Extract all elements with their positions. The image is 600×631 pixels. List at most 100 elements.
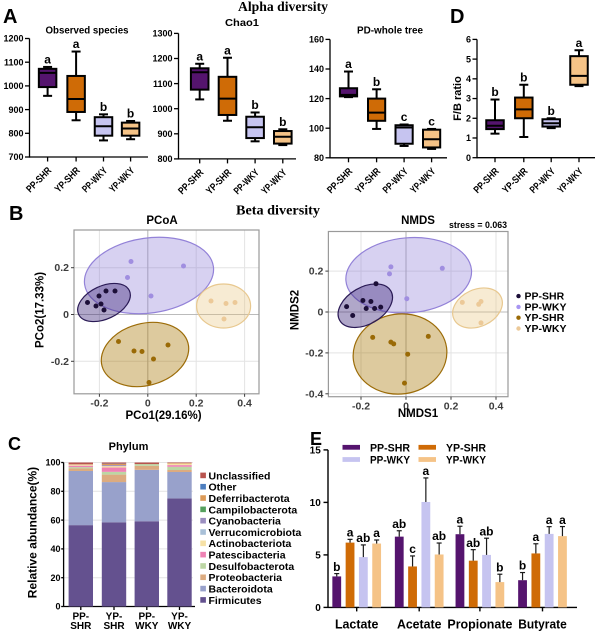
svg-text:b: b (333, 560, 340, 574)
svg-text:2: 2 (466, 114, 471, 124)
svg-text:0: 0 (318, 307, 324, 319)
svg-text:PCo1(29.16%): PCo1(29.16%) (125, 410, 201, 422)
svg-text:b: b (519, 559, 526, 573)
svg-text:NMDS2: NMDS2 (290, 290, 302, 330)
svg-text:Acetate: Acetate (397, 617, 442, 631)
svg-text:700: 700 (8, 152, 23, 162)
svg-text:0: 0 (55, 602, 60, 612)
svg-text:PP-: PP- (72, 612, 89, 623)
svg-text:ab: ab (466, 536, 480, 550)
svg-text:ab: ab (479, 524, 493, 538)
svg-text:-0.2: -0.2 (305, 347, 323, 359)
svg-text:SHR: SHR (70, 621, 92, 631)
svg-text:NMDS1: NMDS1 (398, 408, 439, 420)
svg-text:PD-whole tree: PD-whole tree (357, 25, 423, 37)
svg-text:Butyrate: Butyrate (518, 617, 567, 631)
svg-text:b: b (491, 85, 498, 99)
svg-text:1300: 1300 (152, 29, 172, 39)
svg-text:YP-: YP- (106, 612, 123, 623)
svg-text:a: a (546, 513, 553, 527)
svg-text:ab: ab (432, 529, 446, 543)
svg-text:0.4: 0.4 (489, 401, 504, 413)
svg-text:Actinobacteriota: Actinobacteriota (209, 538, 292, 550)
svg-text:a: a (196, 49, 203, 63)
svg-text:PP-SHR: PP-SHR (370, 442, 410, 454)
svg-text:Cyanobacteria: Cyanobacteria (209, 516, 282, 528)
svg-text:20: 20 (50, 573, 60, 583)
svg-text:Campilobacterota: Campilobacterota (209, 504, 298, 516)
svg-text:Deferribacterota: Deferribacterota (209, 493, 290, 505)
svg-text:Desulfobacterota: Desulfobacterota (209, 561, 295, 573)
svg-text:900: 900 (157, 129, 172, 139)
svg-text:140: 140 (309, 64, 324, 74)
svg-text:1000: 1000 (152, 104, 172, 114)
svg-text:c: c (401, 110, 408, 124)
svg-text:Phylum: Phylum (109, 441, 149, 453)
svg-text:A: A (3, 6, 17, 28)
svg-text:5: 5 (466, 54, 471, 64)
svg-text:a: a (422, 464, 429, 478)
svg-text:b: b (548, 104, 555, 118)
svg-text:1100: 1100 (4, 57, 24, 67)
svg-text:PCoA: PCoA (146, 215, 177, 227)
svg-text:Alpha diversity: Alpha diversity (238, 0, 328, 14)
svg-text:80: 80 (50, 487, 60, 497)
svg-text:120: 120 (309, 94, 324, 104)
svg-text:F/B ratio: F/B ratio (452, 76, 464, 121)
svg-text:Propionate: Propionate (447, 617, 512, 631)
svg-text:0: 0 (466, 153, 471, 163)
svg-text:PCo2(17.33%): PCo2(17.33%) (35, 272, 47, 348)
svg-text:900: 900 (8, 105, 23, 115)
svg-text:5: 5 (315, 550, 321, 561)
svg-text:Other: Other (209, 482, 237, 494)
svg-text:1200: 1200 (152, 54, 172, 64)
svg-text:YP-SHR: YP-SHR (525, 312, 565, 324)
svg-text:b: b (373, 75, 380, 89)
svg-text:PP-WKY: PP-WKY (370, 455, 411, 467)
svg-text:YP-: YP- (171, 612, 188, 623)
svg-text:0.2: 0.2 (309, 266, 324, 278)
svg-text:160: 160 (309, 35, 324, 45)
svg-text:-0.2: -0.2 (352, 401, 370, 413)
svg-text:Unclassified: Unclassified (209, 470, 271, 482)
svg-text:0.2: 0.2 (444, 401, 459, 413)
svg-text:a: a (533, 530, 540, 544)
svg-text:Chao1: Chao1 (225, 17, 259, 29)
svg-text:c: c (428, 115, 435, 129)
svg-text:10: 10 (310, 498, 322, 509)
svg-text:-0.2: -0.2 (51, 356, 69, 368)
svg-text:stress = 0.063: stress = 0.063 (449, 220, 507, 230)
svg-text:PP-SHR: PP-SHR (525, 291, 565, 303)
svg-text:800: 800 (157, 154, 172, 164)
svg-text:1000: 1000 (3, 81, 23, 91)
svg-text:YP-WKY: YP-WKY (525, 323, 567, 335)
svg-text:Firmicutes: Firmicutes (209, 595, 262, 607)
svg-text:Proteobacteria: Proteobacteria (209, 572, 283, 584)
svg-text:800: 800 (8, 129, 23, 139)
svg-text:ab: ab (356, 531, 370, 545)
svg-text:a: a (373, 526, 380, 540)
svg-text:a: a (224, 43, 231, 57)
svg-text:E: E (310, 429, 322, 449)
svg-text:0: 0 (403, 401, 409, 413)
svg-text:C: C (8, 434, 21, 454)
svg-text:1: 1 (466, 133, 471, 143)
svg-text:60: 60 (50, 515, 60, 525)
svg-text:Beta diversity: Beta diversity (236, 202, 320, 217)
svg-text:b: b (496, 560, 503, 574)
svg-text:0: 0 (145, 398, 151, 410)
svg-text:WKY: WKY (135, 621, 159, 631)
svg-text:B: B (9, 203, 23, 225)
svg-text:b: b (520, 70, 527, 84)
svg-text:1100: 1100 (153, 79, 173, 89)
svg-text:SHR: SHR (103, 621, 125, 631)
svg-text:PP-WKY: PP-WKY (525, 301, 567, 313)
svg-text:6: 6 (466, 35, 471, 45)
svg-text:Patescibacteria: Patescibacteria (209, 550, 286, 562)
svg-text:NMDS: NMDS (401, 215, 435, 227)
svg-text:0.4: 0.4 (237, 398, 252, 410)
svg-text:D: D (450, 6, 464, 28)
svg-text:a: a (44, 53, 51, 67)
svg-text:a: a (576, 36, 583, 50)
svg-text:0.2: 0.2 (189, 398, 204, 410)
